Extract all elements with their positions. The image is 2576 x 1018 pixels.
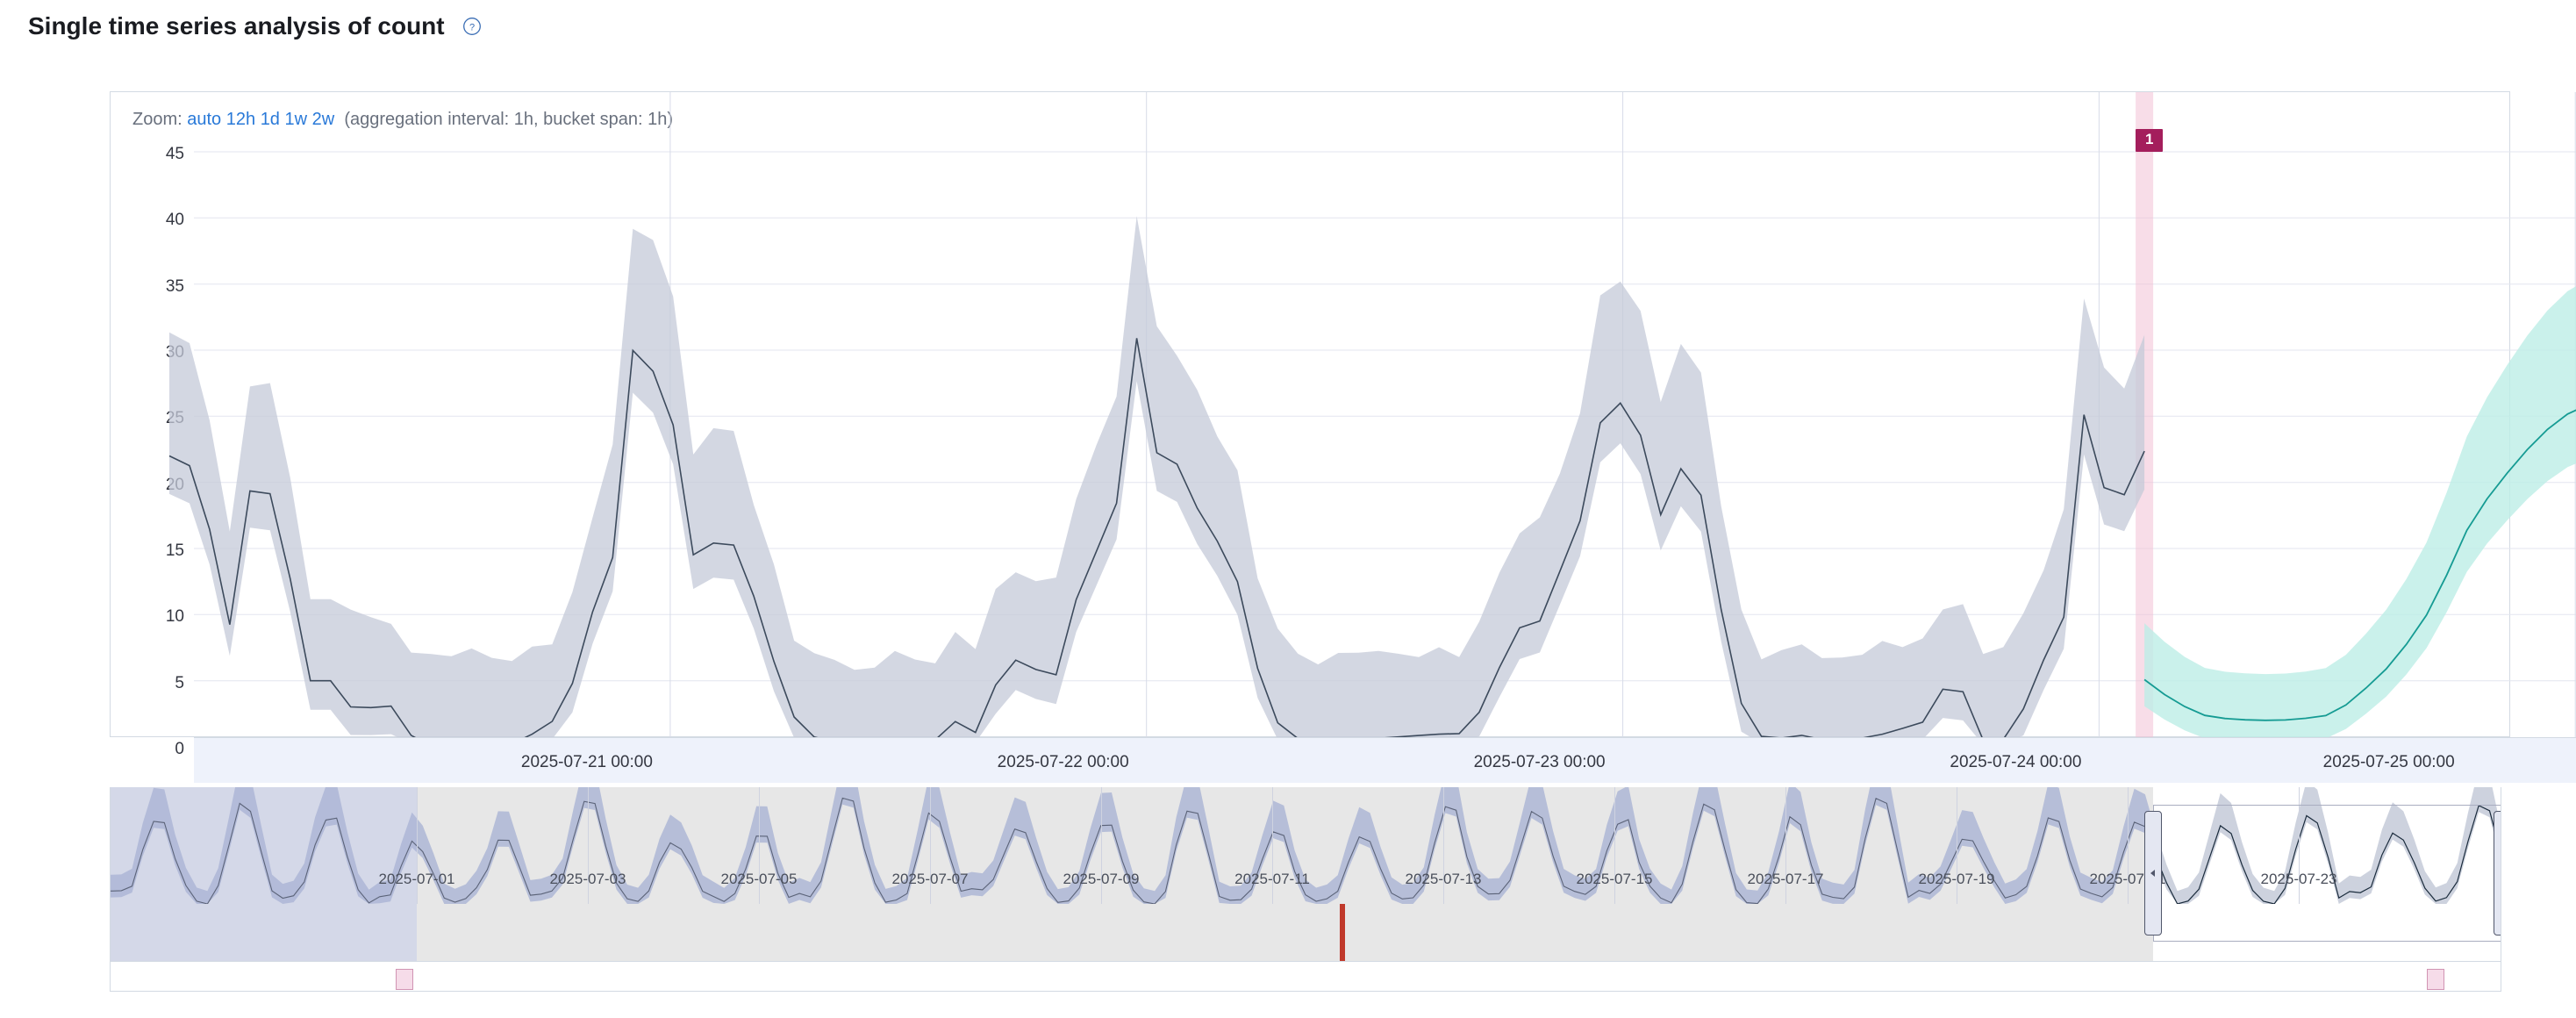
svg-text:?: ?: [469, 22, 475, 32]
